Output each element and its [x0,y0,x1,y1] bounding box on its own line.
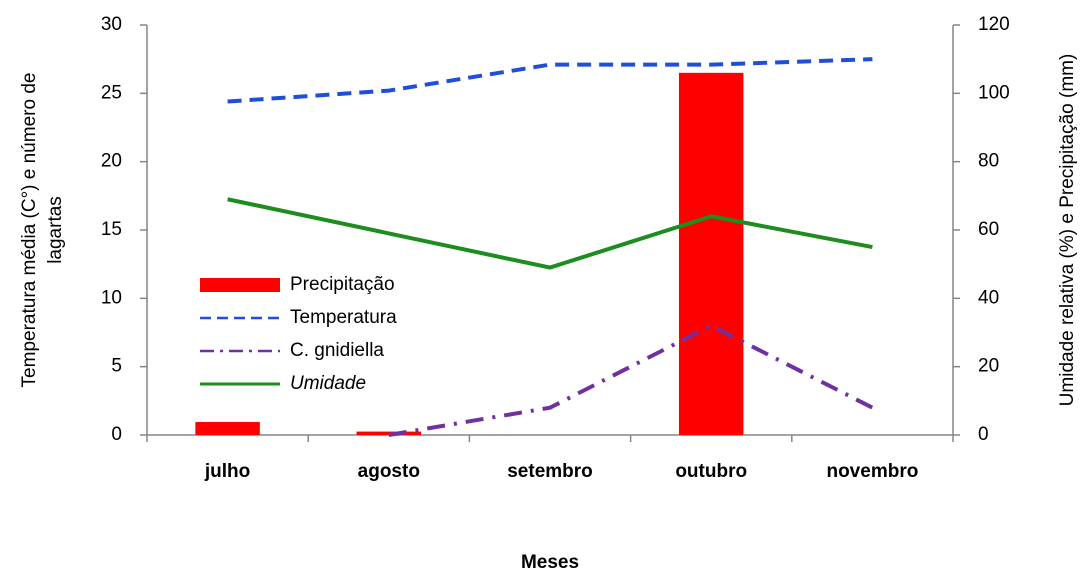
y-tick-label: 0 [111,424,122,445]
legend-label: Precipitação [290,274,395,295]
y-axis-title: Temperatura média (C°) e número de [19,73,40,388]
bar [195,422,260,435]
y2-tick-label: 20 [978,356,999,377]
legend-label: Temperatura [290,307,397,328]
y2-tick-label: 120 [978,14,1010,35]
line [388,323,874,437]
y2-tick-label: 0 [978,424,989,445]
legend-label: Umidade [290,373,366,394]
x-tick-label: outubro [675,461,747,482]
y-axis-title: lagartas [45,196,66,264]
y2-tick-label: 100 [978,82,1010,103]
y2-tick-label: 60 [978,219,999,240]
y-tick-label: 20 [101,151,122,172]
y2-tick-label: 80 [978,151,999,172]
y-tick-label: 10 [101,287,122,308]
y-tick-label: 30 [101,14,122,35]
x-axis-title: Meses [521,552,579,573]
line [227,197,873,270]
x-tick-label: agosto [358,461,420,482]
x-tick-label: setembro [507,461,593,482]
y-tick-label: 15 [101,219,122,240]
x-tick-label: novembro [826,461,918,482]
y-tick-label: 25 [101,82,122,103]
bar [678,72,744,435]
line [227,57,873,104]
y2-axis-title: Umidade relativa (%) e Precipitação (mm) [1057,54,1078,407]
y2-tick-label: 40 [978,287,999,308]
x-tick-label: julho [204,461,250,482]
y-tick-label: 5 [111,356,122,377]
legend-label: C. gnidiella [290,340,384,361]
legend-swatch [200,278,280,292]
